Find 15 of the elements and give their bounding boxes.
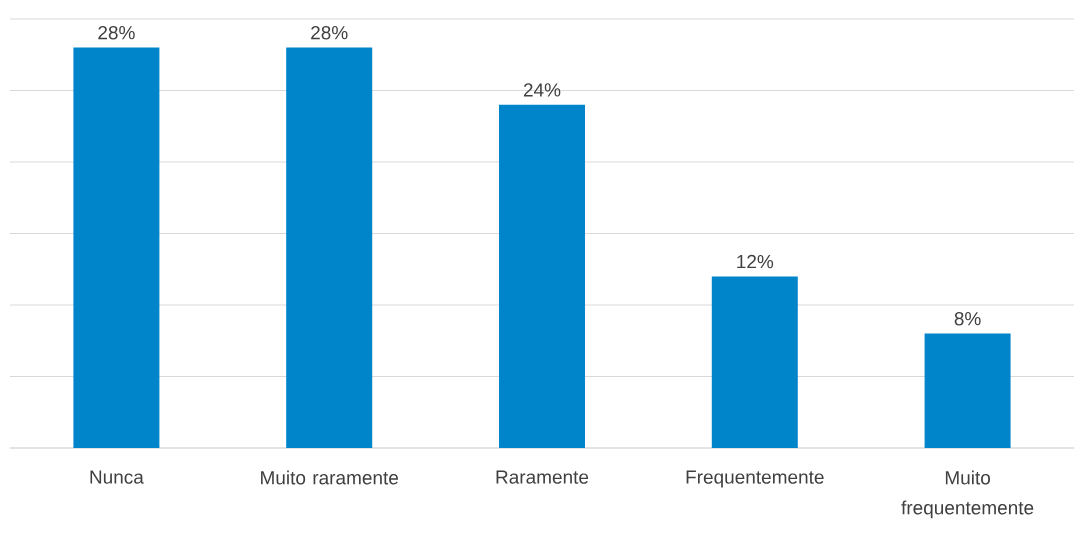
- x-tick-label: Raramente: [496, 470, 589, 484]
- data-label: 28%: [311, 25, 348, 40]
- data-label: 24%: [523, 83, 561, 97]
- bar: [73, 47, 160, 448]
- bar: [498, 104, 585, 448]
- bar: [924, 333, 1011, 448]
- x-tick-label: Muito frequentemente: [901, 470, 1034, 519]
- x-tick-label: Frequentemente: [686, 470, 824, 488]
- data-label: 8%: [954, 311, 981, 326]
- data-label: 28%: [98, 25, 135, 40]
- data-label: 12%: [737, 254, 774, 269]
- x-tick-label: Muito raramente: [261, 470, 399, 485]
- bar: [711, 276, 798, 448]
- bar: [286, 47, 373, 448]
- x-tick-label: Nunca: [90, 470, 144, 484]
